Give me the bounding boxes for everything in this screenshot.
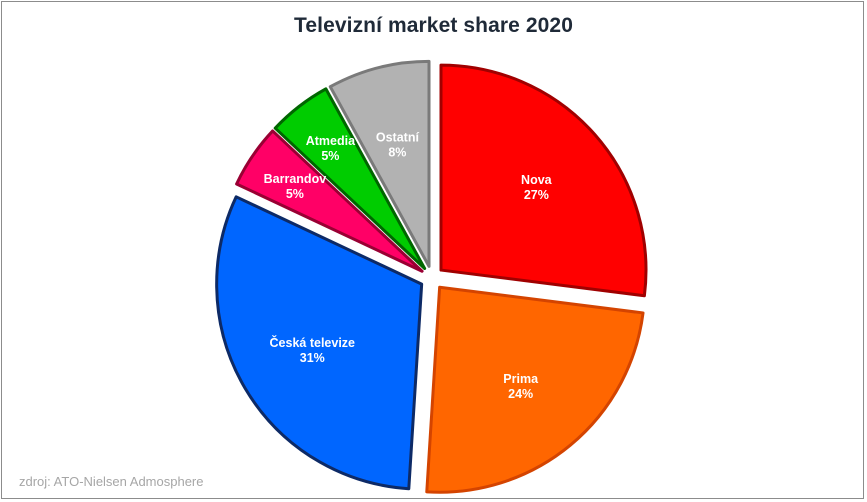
- slice-label-ostatni: Ostatní: [376, 130, 420, 144]
- slice-value-atmedia: 5%: [321, 149, 339, 163]
- slice-value-ceska-televize: 31%: [300, 351, 325, 365]
- slice-label-atmedia: Atmedia: [306, 134, 356, 148]
- slice-label-nova: Nova: [521, 173, 553, 187]
- pie-slice-nova: [439, 63, 648, 298]
- slice-value-nova: 27%: [524, 188, 549, 202]
- slice-value-prima: 24%: [508, 387, 533, 401]
- chart-title: Televizní market share 2020: [294, 14, 573, 37]
- slice-label-prima: Prima: [503, 372, 539, 386]
- pie-slice-prima: [425, 285, 645, 494]
- pie-slices: [215, 59, 648, 494]
- slice-label-ceska-televize: Česká televize: [270, 335, 356, 350]
- pie-slice-ceska-televize: [215, 195, 424, 491]
- pie-slice-ostatni: [328, 59, 431, 268]
- pie-slice-atmedia: [273, 87, 427, 271]
- slice-value-barrandov: 5%: [286, 187, 304, 201]
- pie-slice-barrandov: [235, 129, 424, 273]
- slice-label-barrandov: Barrandov: [264, 172, 327, 186]
- slice-value-ostatni: 8%: [388, 145, 406, 159]
- source-note: zdroj: ATO-Nielsen Admosphere: [19, 474, 204, 489]
